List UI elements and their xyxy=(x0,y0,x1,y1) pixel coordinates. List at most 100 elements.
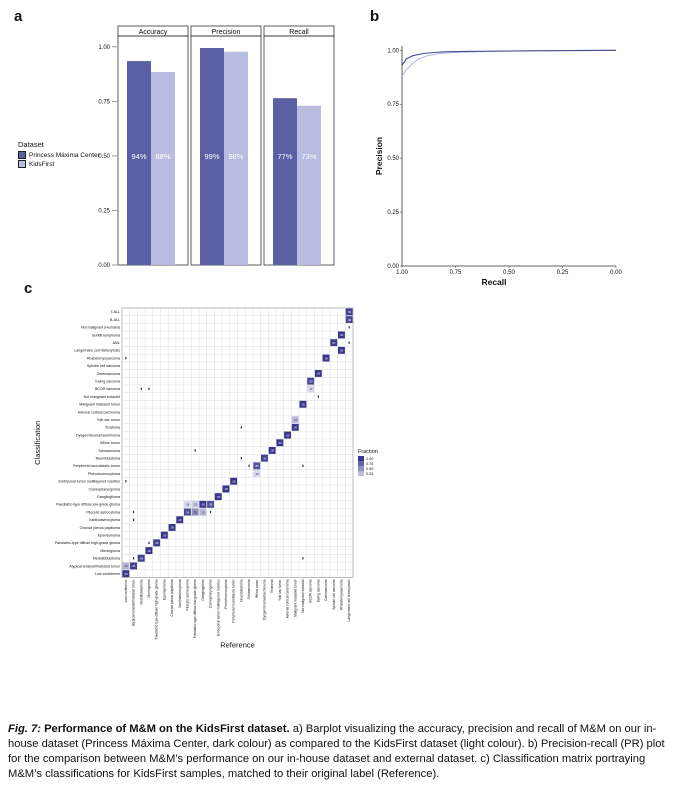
bar-value-label: 73% xyxy=(301,152,316,161)
matrix-cell-small xyxy=(125,356,127,360)
matrix-cell xyxy=(176,516,184,524)
matrix-cell-small xyxy=(132,557,135,560)
matrix-row-label: Neuroblastoma xyxy=(96,456,120,460)
matrix-cell xyxy=(230,477,238,485)
matrix-cell-value: .90 xyxy=(186,510,190,514)
matrix-col-label: BCOR sarcoma xyxy=(309,579,313,602)
matrix-cell-value: .25 xyxy=(293,418,297,422)
matrix-row-label: Paediatric-type diffuse high-grade gliom… xyxy=(55,541,120,545)
matrix-row-label: Spindle cell sarcoma xyxy=(87,364,120,368)
y-tick-label-a: 0.75 xyxy=(98,99,110,105)
matrix-row-label: Malignant rhabdoid tumor xyxy=(79,403,121,407)
matrix-cell xyxy=(307,377,315,385)
matrix-cell-small xyxy=(302,464,304,468)
matrix-cell xyxy=(184,508,191,516)
matrix-row-label: Dysgerminoma/Germinoma xyxy=(76,433,120,437)
matrix-row-label: Xanthoastrocytoma xyxy=(89,518,120,522)
figure-caption: Fig. 7: Performance of M&M on the KidsFi… xyxy=(8,722,668,782)
matrix-row-label: Langerhans cell histiocytosis xyxy=(74,349,120,353)
legend-label-dark: Princess Máxima Center xyxy=(29,151,100,159)
matrix-cell xyxy=(222,485,230,493)
bar-value-label: 88% xyxy=(155,152,170,161)
matrix-cell-value: .00 xyxy=(224,487,228,491)
matrix-cell xyxy=(199,508,207,516)
caption-body: a) Barplot visualizing the accuracy, pre… xyxy=(8,723,665,780)
caption-label: Fig. 7: xyxy=(8,723,41,735)
matrix-col-label: Schwannoma xyxy=(247,579,251,599)
matrix-cell xyxy=(122,562,130,570)
x-tick-label-b: 0.75 xyxy=(450,270,462,276)
matrix-row-label: Rhabdomyosarcoma xyxy=(87,356,120,360)
matrix-cell xyxy=(284,431,291,439)
matrix-col-label: Pilocytic astrocytoma xyxy=(185,579,189,610)
y-axis-label-b: Precision xyxy=(374,137,384,175)
matrix-cell xyxy=(322,354,330,362)
bar xyxy=(127,61,151,266)
matrix-row-label: Medulloblastoma xyxy=(93,557,120,561)
matrix-cell-value: .00 xyxy=(286,433,290,437)
matrix-row-label: Ganglioglioma xyxy=(97,495,120,499)
matrix-row-label: Yolk sac tumor xyxy=(97,418,121,422)
matrix-cell-value: .00 xyxy=(147,549,151,553)
pr-curve-b: 0.00 0.25 0.50 0.75 1.00 1.00 0.75 0.50 0.25 0.00… xyxy=(374,46,622,285)
matrix-cell-small xyxy=(194,449,196,452)
x-tick-label-b: 0.25 xyxy=(557,270,569,276)
matrix-col-label: Low confidence xyxy=(124,579,128,602)
matrix-cell xyxy=(191,500,199,508)
facet-label: Recall xyxy=(289,29,309,36)
matrix-cell-value: .95 xyxy=(263,456,267,460)
matrix-col-label: Rhabdomyosarcoma xyxy=(339,579,343,610)
matrix-cell-value: .00 xyxy=(216,495,220,499)
matrix-cell-value: .00 xyxy=(232,479,236,483)
bar xyxy=(151,71,175,265)
matrix-col-label: Ganglioglioma xyxy=(201,579,205,600)
y-tick-label-a: 0.00 xyxy=(98,263,110,269)
matrix-row-label: Low confidence xyxy=(95,572,120,576)
matrix-col-label: Spindle cell sarcoma xyxy=(332,579,336,610)
matrix-cell xyxy=(291,423,299,431)
matrix-cell-value: .85 xyxy=(255,464,259,468)
matrix-cell-value: .00 xyxy=(270,449,274,453)
matrix-cell xyxy=(130,562,137,570)
matrix-cell-small xyxy=(348,341,350,344)
matrix-cell-value: .00 xyxy=(340,349,344,353)
x-tick-label-b: 0.50 xyxy=(503,270,515,276)
panel-b-letter: b xyxy=(370,8,380,25)
dataset-legend: Dataset Princess Máxima Center KidsFirst xyxy=(18,140,100,168)
matrix-row-label: Teratoma xyxy=(105,426,120,430)
matrix-cell-small xyxy=(240,426,242,429)
matrix-cell xyxy=(330,339,338,347)
matrix-cell-value: .00 xyxy=(324,356,328,360)
matrix-cell xyxy=(191,508,199,516)
matrix-col-label: Wilms tumor xyxy=(255,579,259,598)
y-tick-label-a: 0.50 xyxy=(98,154,110,160)
y-tick-label-b: 0.25 xyxy=(387,210,399,216)
matrix-row-label: Not malignant subsolid xyxy=(84,395,120,399)
fraction-legend-swatch xyxy=(358,466,364,471)
y-tick-label-a: 1.00 xyxy=(98,45,110,51)
matrix-row-label: T-ALL xyxy=(110,310,120,314)
matrix-cell xyxy=(276,439,284,447)
matrix-cell xyxy=(299,400,307,408)
matrix-cell xyxy=(338,331,345,339)
dataset-legend-title: Dataset xyxy=(18,140,44,149)
matrix-cell-small xyxy=(148,541,150,545)
dataset-legend-item: KidsFirst xyxy=(18,160,100,168)
matrix-cell xyxy=(160,531,168,539)
matrix-row-label: Not malignant (Hematol) xyxy=(81,326,120,330)
matrix-cell-value: .97 xyxy=(332,341,336,345)
matrix-cell-value: .95 xyxy=(132,564,136,568)
y-tick-label-b: 0.75 xyxy=(387,102,399,108)
matrix-row-label: Adrenal cortical carcinoma xyxy=(78,410,120,414)
fraction-legend-tick: 0.25 xyxy=(366,472,373,476)
matrix-cell-small xyxy=(302,557,304,560)
fraction-legend-tick: 0.50 xyxy=(366,467,373,471)
y-tick-label-b: 0.00 xyxy=(387,264,399,270)
matrix-cell xyxy=(122,570,130,578)
fraction-legend-tick: 0.75 xyxy=(366,462,373,466)
panel-a-letter: a xyxy=(14,8,23,25)
bar-chart-a: 0.00 0.25 0.50 0.75 1.00 Accuracy 94% 88% Precis… xyxy=(98,25,335,269)
matrix-cell-value: .00 xyxy=(178,518,182,522)
matrix-x-axis-label: Reference xyxy=(220,641,255,650)
caption-title: Performance of M&M on the KidsFirst data… xyxy=(44,723,290,735)
